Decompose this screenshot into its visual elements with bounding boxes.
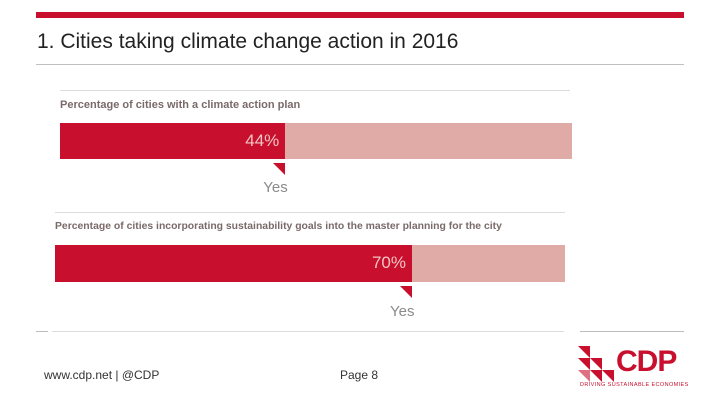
chart-1-value-label: 44% [245, 131, 280, 150]
footer-rule-right [580, 331, 684, 332]
chart-1-bar-yes: 44% [60, 123, 286, 159]
cdp-logo: CDP DRIVING SUSTAINABLE ECONOMIES [576, 344, 688, 392]
footer-link[interactable]: www.cdp.net | @CDP [44, 368, 160, 382]
chart-1-top-divider [60, 90, 570, 91]
slide-title: 1. Cities taking climate change action i… [37, 30, 459, 53]
chart-1-bar-track: 44% [60, 123, 572, 159]
chart-2-pointer [400, 286, 412, 298]
title-divider [36, 64, 684, 65]
chart-2-bar-yes: 70% [55, 245, 412, 282]
chart-2-value-label: 70% [371, 253, 406, 272]
chart-1-annotation: Yes [263, 179, 288, 196]
chart-1-pointer [273, 163, 286, 175]
chart-2-annotation: Yes [390, 303, 415, 320]
page-number: Page 8 [340, 368, 379, 382]
cdp-logo-text: CDP [616, 345, 677, 378]
cdp-logo-tagline: DRIVING SUSTAINABLE ECONOMIES [580, 382, 689, 388]
chart-1-title: Percentage of cities with a climate acti… [60, 99, 301, 111]
chart-2-title: Percentage of cities incorporating susta… [55, 221, 502, 232]
cdp-logo-mark-icon [578, 346, 614, 382]
chart-2-top-divider [55, 212, 565, 213]
top-accent-bar [36, 12, 684, 18]
footer-rule-left [36, 331, 48, 332]
chart-2-bar-track: 70% [55, 245, 565, 282]
footer-rule-middle [52, 331, 564, 332]
